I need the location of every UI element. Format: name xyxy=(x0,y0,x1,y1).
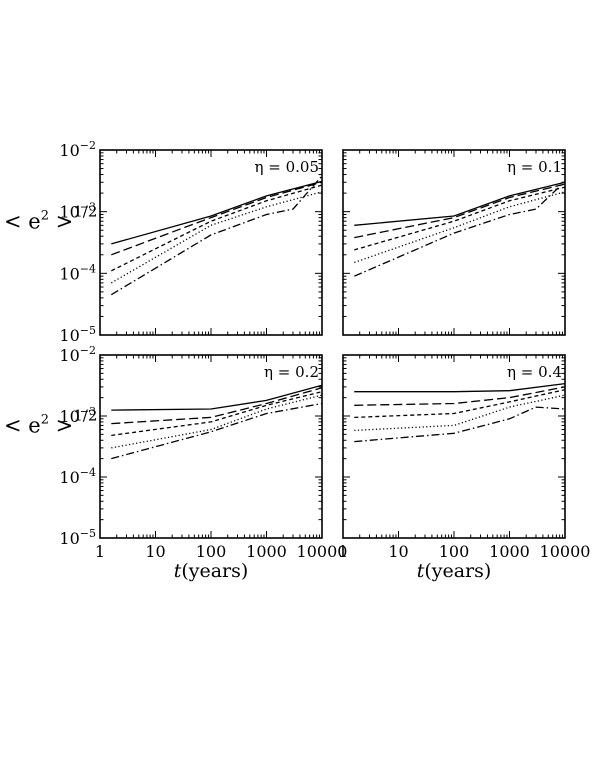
x-tick-label: 1 xyxy=(338,542,348,561)
series-line-short-dashed xyxy=(111,391,323,437)
series-line-dash-dot xyxy=(110,175,323,296)
series-line-dashed xyxy=(354,386,566,406)
series-line-dash-dot xyxy=(354,180,566,277)
y-axis-label: < e2 >1/2 xyxy=(4,203,97,234)
y-axis-label: < e2 >1/2 xyxy=(4,407,97,438)
x-tick-label: 1000 xyxy=(246,542,287,561)
y-tick-label: 10−5 xyxy=(59,324,96,345)
series-line-dashed xyxy=(111,387,323,425)
y-tick-label: 10−3 xyxy=(59,405,96,426)
panel-4: 1 10 100 1000 10000 η = 0.4 xyxy=(338,354,591,561)
series-line-dash-dot xyxy=(354,406,566,443)
series-line-dotted xyxy=(110,191,323,284)
x-tick-label: 10000 xyxy=(540,542,591,561)
panel-3: 10−5 10−4 10−3 10−2 1 10 100 1000 10000 η = 0.2 xyxy=(59,344,347,561)
y-tick-label: 10−4 xyxy=(59,466,96,487)
series-line-solid xyxy=(354,382,566,393)
panel-label: η = 0.05 xyxy=(255,158,320,176)
panel-label: η = 0.4 xyxy=(507,363,562,381)
y-tick-label: 10−2 xyxy=(59,344,96,365)
ticks xyxy=(342,354,566,539)
x-axis-label: t(years) xyxy=(174,560,249,582)
panels-group: 10−510−410−310−2η = 0.05 η = 0.110−510−41… xyxy=(59,139,590,561)
panel-label: η = 0.1 xyxy=(507,158,562,176)
series-line-dotted xyxy=(111,394,323,449)
panel-frame xyxy=(342,149,566,336)
y-tick-label: 10−3 xyxy=(59,201,96,222)
series-line-short-dashed xyxy=(354,186,566,251)
ticks xyxy=(99,149,323,336)
y-tick-label: 10−5 xyxy=(59,527,96,548)
series-line-dashed xyxy=(111,181,323,256)
x-tick-label: 100 xyxy=(196,542,227,561)
x-tick-label: 100 xyxy=(439,542,470,561)
panel-2: η = 0.1 xyxy=(342,149,566,336)
x-axis-label: t(years) xyxy=(417,560,492,582)
x-tick-label: 10 xyxy=(145,542,165,561)
panel-1: 10−5 10−4 10−3 10−2 η = 0.05 xyxy=(59,139,323,345)
y-tick-label: 10−4 xyxy=(59,262,96,283)
series-line-dotted xyxy=(354,191,566,264)
panel-frame xyxy=(99,354,323,539)
panel-frame xyxy=(99,149,323,336)
panel-frame xyxy=(342,354,566,539)
series-line-solid xyxy=(111,180,323,245)
x-tick-label: 1 xyxy=(95,542,105,561)
series-line-dash-dot xyxy=(111,402,323,460)
series-line-solid xyxy=(111,384,323,411)
series-line-short-dashed xyxy=(354,389,566,419)
series-line-dashed xyxy=(354,183,566,239)
ticks xyxy=(342,149,566,336)
x-tick-label: 1000 xyxy=(489,542,530,561)
x-tick-label: 10000 xyxy=(297,542,348,561)
axis-labels-group: < e2 >1/2 < e2 >1/2 t(years) t(years) xyxy=(4,203,491,583)
y-tick-label: 10−2 xyxy=(59,139,96,160)
panel-label: η = 0.2 xyxy=(264,363,319,381)
x-tick-label: 10 xyxy=(388,542,408,561)
series-line-solid xyxy=(354,181,566,226)
series-line-short-dashed xyxy=(111,184,323,272)
ticks xyxy=(99,354,323,539)
